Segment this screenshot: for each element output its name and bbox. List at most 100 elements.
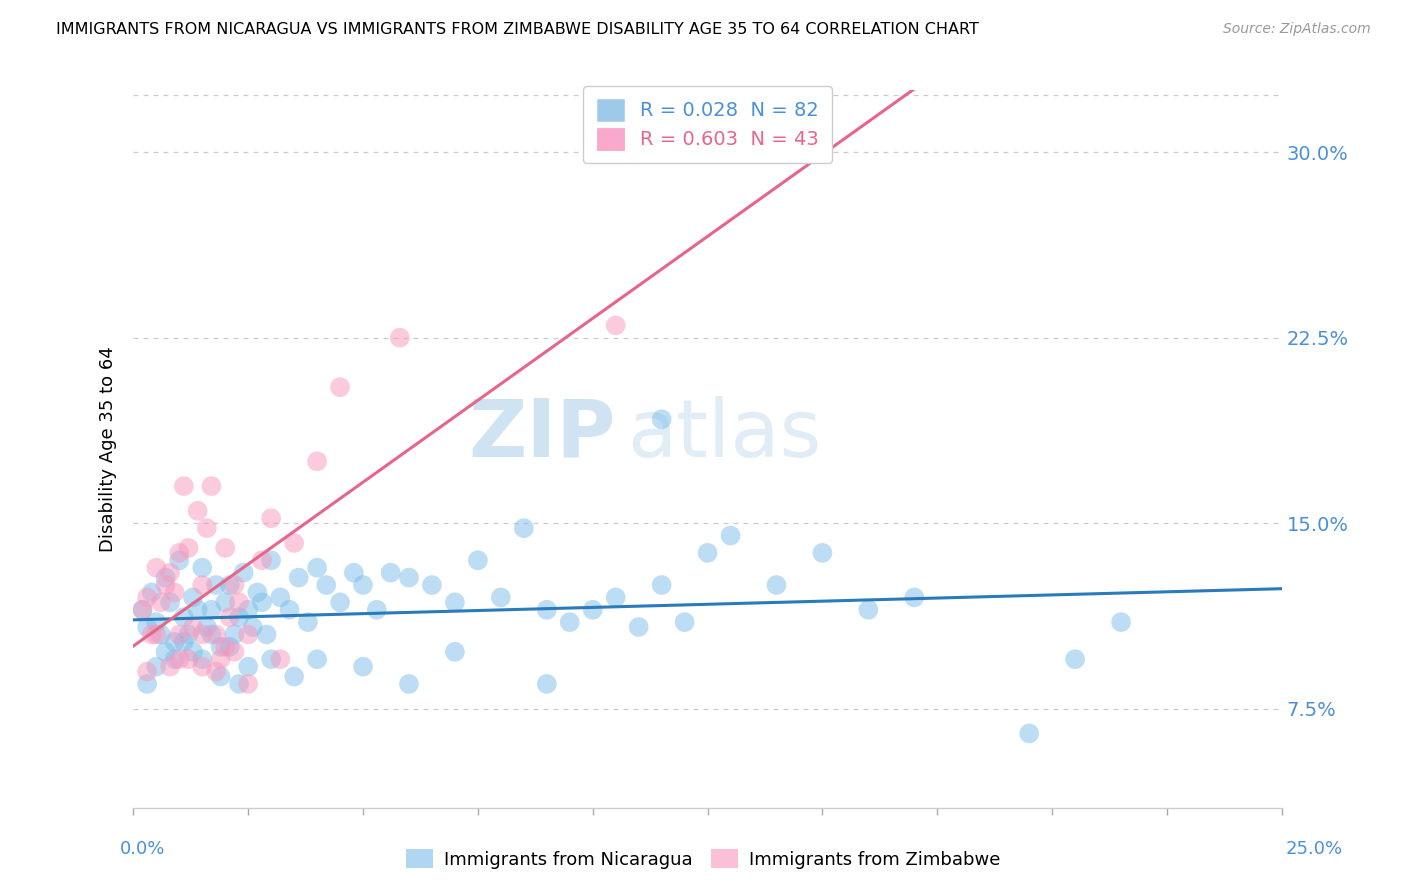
Point <box>256 627 278 641</box>
Point <box>489 591 512 605</box>
Point <box>627 620 650 634</box>
Point <box>218 578 240 592</box>
Point <box>380 566 402 580</box>
Point <box>238 677 260 691</box>
Point <box>720 528 742 542</box>
Point <box>329 595 352 609</box>
Point <box>605 318 627 333</box>
Point <box>232 566 254 580</box>
Point <box>195 620 218 634</box>
Point <box>159 566 181 580</box>
Point <box>536 603 558 617</box>
Point <box>228 610 250 624</box>
Point <box>218 610 240 624</box>
Point <box>131 603 153 617</box>
Point <box>297 615 319 629</box>
Point <box>696 546 718 560</box>
Text: Source: ZipAtlas.com: Source: ZipAtlas.com <box>1223 22 1371 37</box>
Point <box>149 627 172 641</box>
Point <box>191 659 214 673</box>
Text: 0.0%: 0.0% <box>120 840 165 858</box>
Point <box>250 553 273 567</box>
Point <box>811 546 834 560</box>
Point <box>467 553 489 567</box>
Point <box>145 615 167 629</box>
Point <box>605 591 627 605</box>
Point <box>155 578 177 592</box>
Point <box>398 571 420 585</box>
Point <box>159 659 181 673</box>
Point <box>205 665 228 679</box>
Point <box>205 627 228 641</box>
Point <box>159 595 181 609</box>
Point <box>765 578 787 592</box>
Point <box>582 603 605 617</box>
Point <box>145 627 167 641</box>
Point <box>238 627 260 641</box>
Point <box>169 553 191 567</box>
Point <box>200 603 222 617</box>
Point <box>181 591 204 605</box>
Point <box>269 652 291 666</box>
Point <box>187 504 209 518</box>
Text: IMMIGRANTS FROM NICARAGUA VS IMMIGRANTS FROM ZIMBABWE DISABILITY AGE 35 TO 64 CO: IMMIGRANTS FROM NICARAGUA VS IMMIGRANTS … <box>56 22 979 37</box>
Point <box>858 603 880 617</box>
Y-axis label: Disability Age 35 to 64: Disability Age 35 to 64 <box>100 346 117 552</box>
Point <box>136 620 159 634</box>
Point <box>238 659 260 673</box>
Point <box>177 652 200 666</box>
Point <box>214 541 236 555</box>
Point <box>1109 615 1132 629</box>
Point <box>200 479 222 493</box>
Point <box>315 578 337 592</box>
Point <box>187 603 209 617</box>
Point <box>191 652 214 666</box>
Point <box>558 615 581 629</box>
Point <box>155 571 177 585</box>
Point <box>136 591 159 605</box>
Point <box>163 635 186 649</box>
Point <box>195 521 218 535</box>
Point <box>388 331 411 345</box>
Point <box>366 603 388 617</box>
Point <box>141 627 163 641</box>
Point <box>242 620 264 634</box>
Point <box>224 627 246 641</box>
Point <box>163 652 186 666</box>
Point <box>136 677 159 691</box>
Point <box>155 645 177 659</box>
Legend: R = 0.028  N = 82, R = 0.603  N = 43: R = 0.028 N = 82, R = 0.603 N = 43 <box>583 86 832 163</box>
Point <box>177 541 200 555</box>
Point <box>283 669 305 683</box>
Point <box>307 652 329 666</box>
Point <box>513 521 536 535</box>
Point <box>209 669 232 683</box>
Point <box>343 566 366 580</box>
Point <box>287 571 309 585</box>
Point <box>1018 726 1040 740</box>
Point <box>145 560 167 574</box>
Point <box>173 635 195 649</box>
Point <box>131 603 153 617</box>
Point <box>209 652 232 666</box>
Point <box>246 585 269 599</box>
Point <box>149 595 172 609</box>
Point <box>173 479 195 493</box>
Point <box>136 665 159 679</box>
Point <box>224 578 246 592</box>
Point <box>352 578 374 592</box>
Point <box>536 677 558 691</box>
Point <box>200 627 222 641</box>
Point <box>329 380 352 394</box>
Point <box>444 595 467 609</box>
Point <box>224 645 246 659</box>
Point <box>283 536 305 550</box>
Point <box>141 585 163 599</box>
Point <box>181 645 204 659</box>
Point <box>250 595 273 609</box>
Point <box>218 640 240 654</box>
Point <box>651 578 673 592</box>
Text: atlas: atlas <box>627 396 821 474</box>
Point <box>177 627 200 641</box>
Point <box>307 454 329 468</box>
